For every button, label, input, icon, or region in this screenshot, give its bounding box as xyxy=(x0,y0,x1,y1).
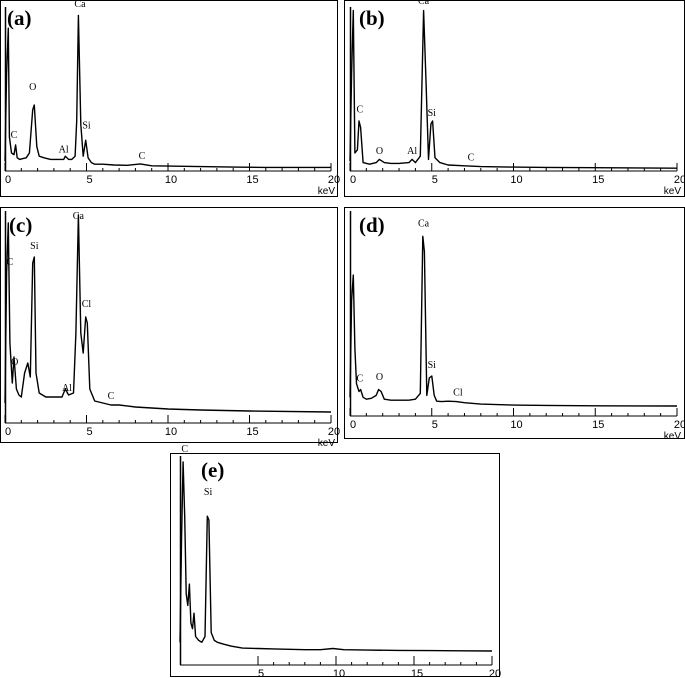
x-tick-label: 5 xyxy=(258,668,264,678)
peak-label: O xyxy=(376,372,383,383)
peak-label: Cl xyxy=(82,299,92,310)
x-tick-label: 10 xyxy=(510,419,522,431)
x-tick-label: 0 xyxy=(350,174,356,186)
panel-d: (d) 0 5 10 15 20 keV Ca C O Si Cl xyxy=(344,207,685,442)
x-tick-label: 10 xyxy=(165,174,177,186)
panel-label-e: (e) xyxy=(201,458,225,482)
x-axis-label: keV xyxy=(664,186,682,197)
x-tick-label: 10 xyxy=(165,426,177,438)
peak-label: Si xyxy=(204,487,213,498)
x-tick-label: 15 xyxy=(246,426,258,438)
peak-label: Ca xyxy=(74,0,86,10)
peak-label: O xyxy=(29,82,36,93)
peak-label: Si xyxy=(30,241,39,252)
peak-label: O xyxy=(376,146,383,157)
panel-e: (e) 5 10 15 20 C Si xyxy=(170,444,501,678)
panel-c: (c) 0 5 10 15 20 keV Ca C Si Cl O Al C xyxy=(0,207,340,449)
panel-label-d: (d) xyxy=(359,213,385,237)
peak-label: C xyxy=(181,444,188,455)
panel-a: (a) 0 5 10 15 20 keV Ca O Si C Al C xyxy=(0,0,340,197)
x-axis-label: keV xyxy=(318,438,336,449)
peak-label: C xyxy=(108,391,115,402)
x-tick-label: 10 xyxy=(510,174,522,186)
peak-label: Al xyxy=(62,383,72,394)
x-tick-label: 15 xyxy=(246,174,258,186)
x-axis-label: keV xyxy=(664,431,682,442)
x-tick-label: 10 xyxy=(333,668,345,678)
panel-b: (b) 0 5 10 15 20 keV Ca C Si O Al C xyxy=(344,0,685,197)
peak-label: Ca xyxy=(418,219,430,230)
x-tick-label: 0 xyxy=(5,426,11,438)
peak-label: Al xyxy=(407,146,417,157)
x-tick-label: 20 xyxy=(328,426,340,438)
panel-label-a: (a) xyxy=(7,6,32,30)
peak-label: C xyxy=(7,257,14,268)
peak-label: Ca xyxy=(73,211,85,222)
x-tick-label: 20 xyxy=(674,419,685,431)
peak-label: Si xyxy=(428,360,437,371)
peak-label: C xyxy=(468,153,475,164)
peak-label: C xyxy=(356,105,363,116)
spectrum-line xyxy=(349,9,678,169)
peak-label: Cl xyxy=(453,387,463,398)
peak-label: Al xyxy=(59,145,69,156)
peak-label: O xyxy=(11,357,18,368)
x-tick-label: 15 xyxy=(592,174,604,186)
x-tick-label: 5 xyxy=(432,174,438,186)
peak-label: Si xyxy=(82,121,91,132)
x-axis-label: keV xyxy=(318,186,336,197)
peak-label: C xyxy=(139,151,146,162)
peak-label: C xyxy=(11,130,18,141)
spectrum-line xyxy=(4,14,331,169)
spectrum-chart-e: 5 10 15 20 C Si xyxy=(179,444,501,678)
x-tick-label: 5 xyxy=(86,426,92,438)
panel-label-c: (c) xyxy=(9,213,33,237)
spectrum-line xyxy=(4,214,332,413)
x-tick-label: 5 xyxy=(86,174,92,186)
spectrum-line xyxy=(349,235,678,407)
x-tick-label: 20 xyxy=(674,174,685,186)
peak-label: Si xyxy=(428,108,437,119)
spectrum-line xyxy=(179,461,493,652)
peak-label: C xyxy=(356,374,363,385)
x-tick-label: 0 xyxy=(5,174,11,186)
x-tick-label: 0 xyxy=(350,419,356,431)
x-tick-label: 20 xyxy=(328,174,340,186)
peak-label: Ca xyxy=(418,0,430,7)
x-tick-label: 5 xyxy=(432,419,438,431)
x-tick-label: 20 xyxy=(489,668,501,678)
x-tick-label: 15 xyxy=(592,419,604,431)
panel-label-b: (b) xyxy=(359,6,385,30)
x-tick-label: 15 xyxy=(411,668,423,678)
